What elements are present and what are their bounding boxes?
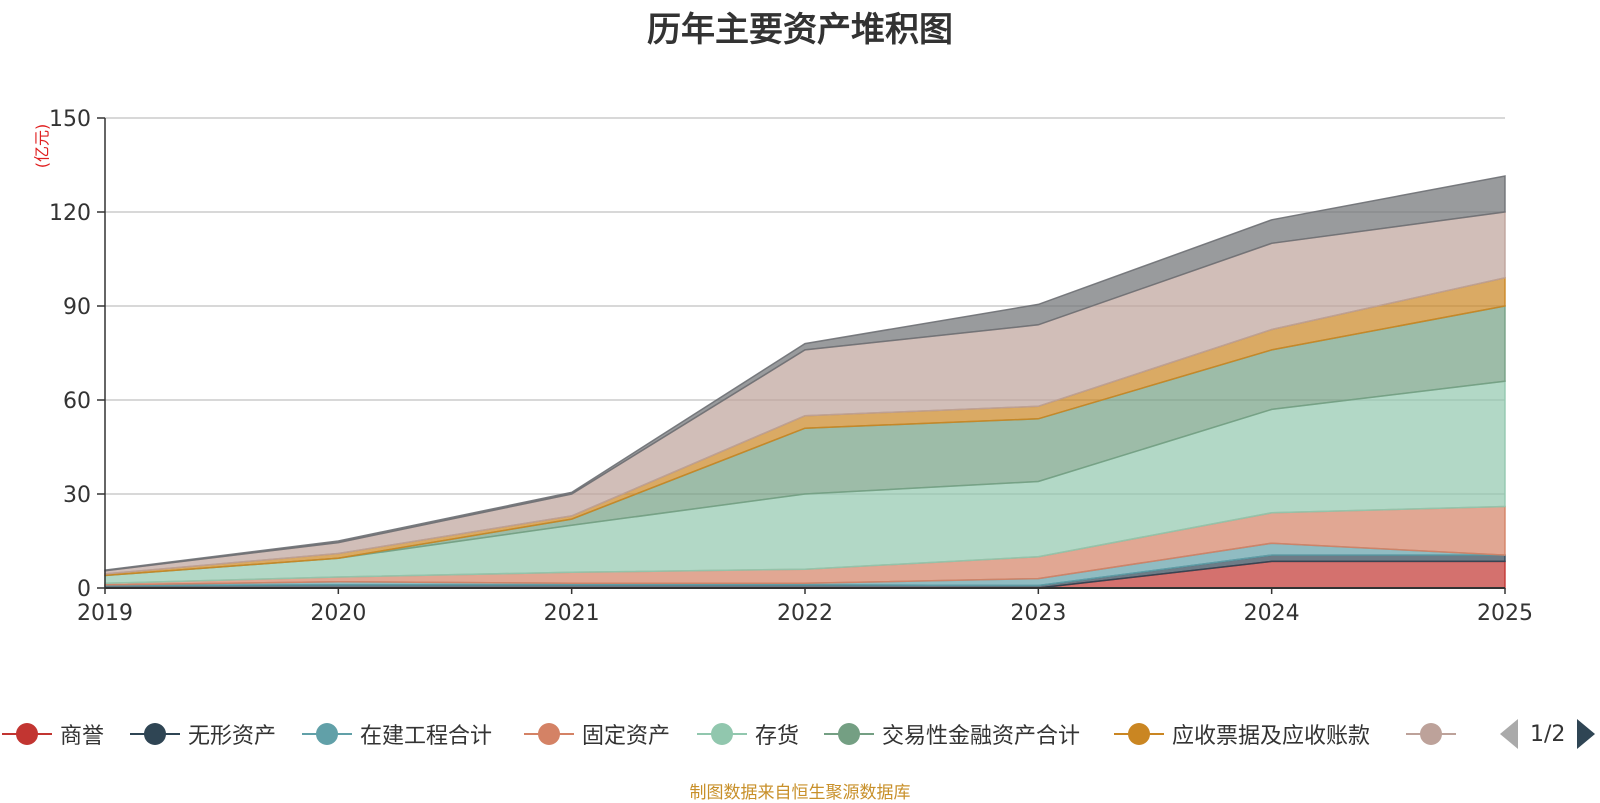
legend-item-other[interactable] (1406, 716, 1464, 752)
x-tick-label: 2021 (544, 601, 600, 626)
legend-marker-icon (1406, 716, 1456, 752)
legend-item-receivables[interactable]: 应收票据及应收账款 (1114, 716, 1370, 752)
legend-label: 固定资产 (582, 724, 671, 749)
y-tick-label: 30 (63, 483, 91, 508)
legend-item-construction[interactable]: 在建工程合计 (302, 716, 492, 752)
legend-label: 在建工程合计 (360, 724, 493, 749)
y-axis-unit: (亿元) (32, 123, 52, 169)
prev-page-icon[interactable] (1500, 719, 1518, 749)
data-source-note: 制图数据来自恒生聚源数据库 (689, 783, 911, 803)
legend-marker-icon (2, 716, 52, 752)
legend-marker-icon (697, 716, 747, 752)
legend-item-fixed-assets[interactable]: 固定资产 (524, 716, 670, 752)
page-indicator: 1/2 (1530, 721, 1566, 747)
legend-label: 存货 (755, 724, 800, 749)
legend-label: 商誉 (60, 724, 105, 749)
y-tick-label: 0 (77, 577, 91, 602)
y-tick-label: 150 (49, 107, 91, 132)
area-series-8[interactable] (104, 175, 1506, 572)
legend-item-inventory[interactable]: 存货 (697, 716, 799, 752)
x-tick-label: 2025 (1477, 601, 1533, 626)
legend-item-trading-financial[interactable]: 交易性金融资产合计 (824, 716, 1080, 752)
y-tick-label: 60 (63, 389, 91, 414)
next-page-icon[interactable] (1577, 719, 1596, 749)
legend-marker-icon (302, 716, 352, 752)
chart-title: 历年主要资产堆积图 (647, 10, 953, 50)
legend-label: 无形资产 (188, 724, 277, 749)
legend-item-intangible[interactable]: 无形资产 (130, 716, 276, 752)
x-tick-label: 2022 (777, 601, 833, 626)
y-tick-label: 120 (49, 201, 91, 226)
legend-pager: 1/2 (1500, 716, 1596, 752)
legend-marker-icon (824, 716, 874, 752)
legend-label: 应收票据及应收账款 (1172, 724, 1371, 749)
x-tick-label: 2023 (1010, 601, 1066, 626)
y-tick-label: 90 (63, 295, 91, 320)
legend-item-goodwill[interactable]: 商誉 (2, 716, 104, 752)
legend-marker-icon (130, 716, 180, 752)
x-tick-label: 2024 (1244, 601, 1300, 626)
legend-label: 交易性金融资产合计 (882, 724, 1081, 749)
legend-marker-icon (524, 716, 574, 752)
stacked-area-chart: 0 30 60 90 120 150 2019 2020 2021 2022 2023 2024 202… (49, 107, 1533, 626)
x-tick-label: 2019 (77, 601, 133, 626)
x-tick-label: 2020 (310, 601, 366, 626)
legend: 商誉 无形资产 在建工程合计 固定资产 存货 交易性金融资产合计 应收票据及应收… (0, 716, 1600, 752)
legend-marker-icon (1114, 716, 1164, 752)
